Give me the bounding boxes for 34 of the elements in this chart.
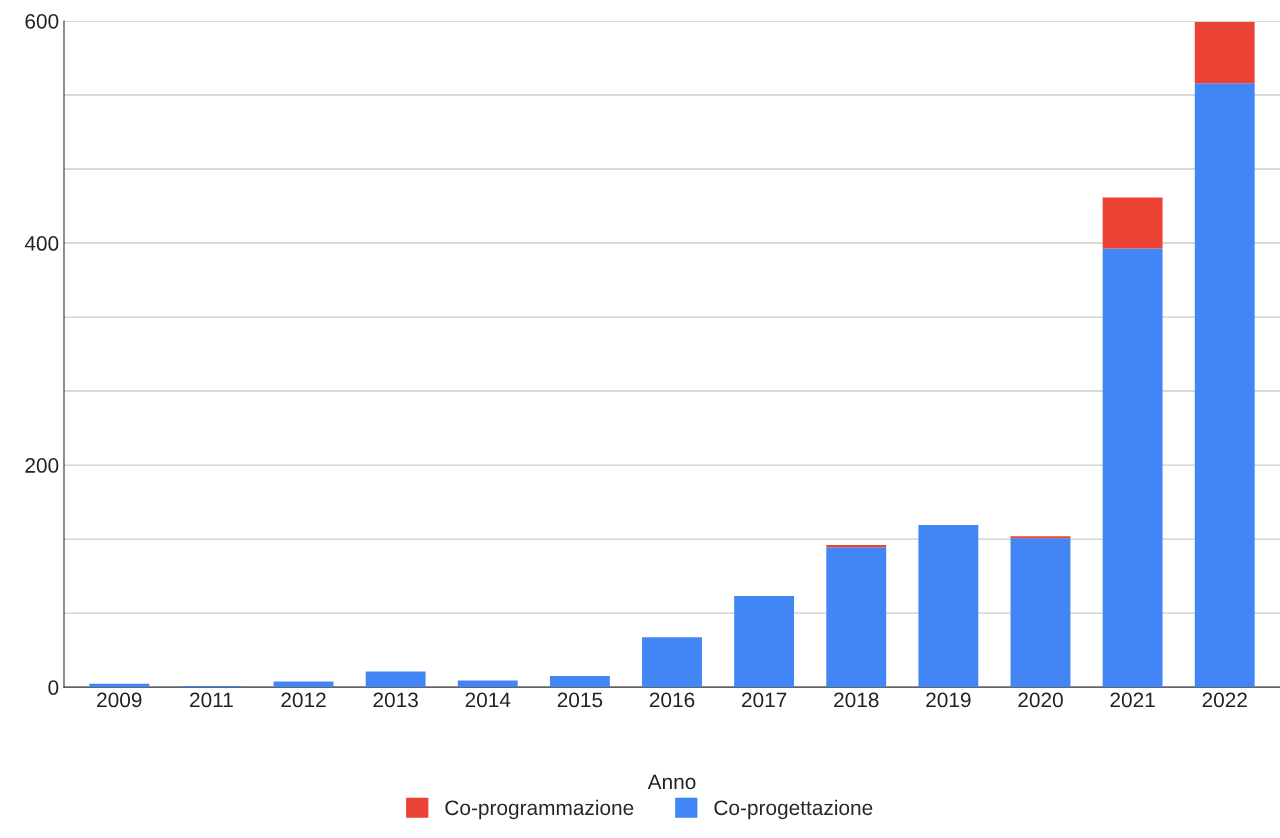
x-tick-label: 2022 [1202, 692, 1247, 708]
bar [642, 637, 702, 688]
bar [826, 545, 887, 548]
y-tick-label: 400 [24, 236, 59, 251]
x-tick-label: 2020 [1018, 692, 1063, 708]
bar [1102, 248, 1163, 688]
bar [1010, 538, 1071, 688]
bar [826, 547, 887, 688]
x-tick-label: 2018 [834, 692, 879, 708]
y-tick-label: 600 [25, 13, 59, 29]
bar [1194, 22, 1255, 84]
x-tick-label: 2012 [281, 692, 326, 708]
bar [549, 676, 610, 688]
x-tick-label: 2016 [649, 692, 695, 708]
bar [457, 680, 518, 688]
x-tick-label: 2021 [1110, 692, 1155, 708]
x-tick-label: 2014 [465, 692, 511, 708]
bar [365, 671, 426, 688]
y-tick-label: 0 [48, 680, 59, 695]
x-tick-label: 2015 [557, 692, 603, 708]
legend-label: Co-progettazione [714, 799, 873, 820]
x-tick-label: 2017 [742, 692, 787, 708]
x-tick-label: 2009 [97, 692, 142, 708]
bar [918, 525, 979, 688]
bar [89, 683, 150, 688]
y-tick-label: 200 [25, 458, 59, 473]
x-tick-label: 2019 [926, 692, 971, 708]
bar [1194, 83, 1255, 688]
bar [734, 596, 795, 688]
x-tick-label: 2011 [190, 692, 233, 708]
x-axis-title: Anno [647, 774, 696, 790]
legend-label: Co-programmazione [445, 799, 634, 820]
x-tick-label: 2013 [373, 692, 418, 708]
bar [1102, 197, 1163, 249]
